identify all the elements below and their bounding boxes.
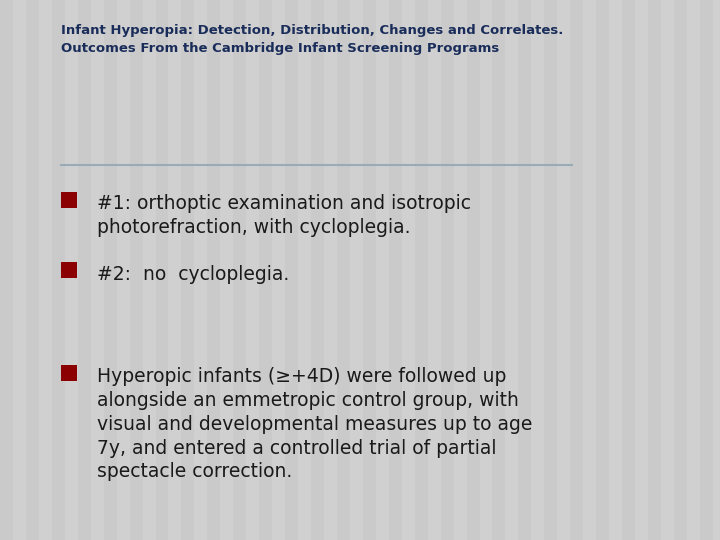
Bar [13,0,26,540]
Bar [91,0,104,540]
Bar [207,0,220,540]
Bar [454,0,467,540]
Bar [78,0,91,540]
Bar [117,0,130,540]
Bar [415,0,428,540]
Bar [518,0,531,540]
Bar [596,0,609,540]
Bar [441,0,454,540]
Bar [220,0,233,540]
Bar [622,0,635,540]
Text: Hyperopic infants (≥+4D) were followed up
alongside an emmetropic control group,: Hyperopic infants (≥+4D) were followed u… [97,367,533,482]
Bar [428,0,441,540]
Bar [687,0,700,540]
Bar [531,0,544,540]
Bar [505,0,518,540]
Bar [143,0,156,540]
Bar [570,0,583,540]
Bar [492,0,505,540]
Bar [311,0,324,540]
Bar [61,365,77,381]
Bar [233,0,246,540]
Bar [609,0,622,540]
Bar [168,0,181,540]
Bar [583,0,596,540]
Bar [674,0,687,540]
Bar [557,0,570,540]
Bar [635,0,648,540]
Bar [661,0,674,540]
Text: #2:  no  cycloplegia.: #2: no cycloplegia. [97,265,289,284]
Bar [246,0,259,540]
Bar [156,0,168,540]
Bar [194,0,207,540]
Bar [363,0,376,540]
Bar [61,262,77,278]
Bar [337,0,350,540]
Bar [402,0,415,540]
Bar [61,192,77,208]
Bar [389,0,402,540]
Bar [259,0,272,540]
Text: #1: orthoptic examination and isotropic
photorefraction, with cycloplegia.: #1: orthoptic examination and isotropic … [97,194,471,237]
Bar [285,0,298,540]
Bar [700,0,713,540]
Bar [104,0,117,540]
Bar [39,0,52,540]
Bar [648,0,661,540]
Bar [272,0,285,540]
Bar [480,0,492,540]
Bar [298,0,311,540]
Bar [376,0,389,540]
Bar [130,0,143,540]
Bar [467,0,480,540]
Bar [0,0,13,540]
Text: Infant Hyperopia: Detection, Distribution, Changes and Correlates.
Outcomes From: Infant Hyperopia: Detection, Distributio… [61,24,564,55]
Bar [350,0,363,540]
Bar [544,0,557,540]
Bar [65,0,78,540]
Bar [181,0,194,540]
Bar [26,0,39,540]
Bar [713,0,720,540]
Bar [52,0,65,540]
Bar [324,0,337,540]
